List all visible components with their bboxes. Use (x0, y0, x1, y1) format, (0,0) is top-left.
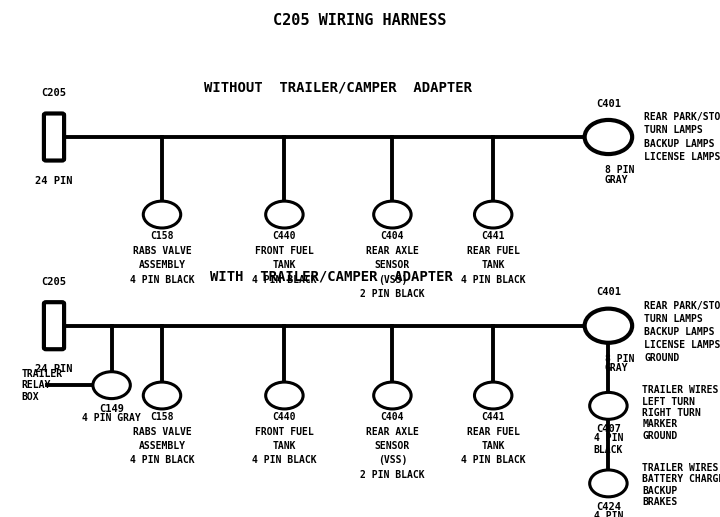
Text: (VSS): (VSS) (378, 455, 407, 465)
Text: 2 PIN BLACK: 2 PIN BLACK (360, 289, 425, 299)
Text: C407: C407 (596, 424, 621, 434)
Text: C401: C401 (596, 99, 621, 109)
Text: C441: C441 (482, 412, 505, 422)
Text: C404: C404 (381, 412, 404, 422)
Text: 4 PIN: 4 PIN (594, 511, 623, 517)
Circle shape (266, 382, 303, 409)
Text: RABS VALVE: RABS VALVE (132, 246, 192, 255)
Text: LICENSE LAMPS: LICENSE LAMPS (644, 340, 720, 351)
Text: REAR AXLE: REAR AXLE (366, 246, 419, 255)
Text: C440: C440 (273, 231, 296, 241)
FancyBboxPatch shape (44, 302, 64, 349)
Text: REAR FUEL: REAR FUEL (467, 246, 520, 255)
Text: GRAY: GRAY (605, 363, 629, 373)
Circle shape (590, 392, 627, 419)
Text: C441: C441 (482, 231, 505, 241)
Circle shape (266, 201, 303, 228)
Text: GROUND: GROUND (642, 431, 678, 441)
Text: TANK: TANK (273, 260, 296, 270)
Text: ASSEMBLY: ASSEMBLY (138, 260, 186, 270)
Text: REAR PARK/STOP: REAR PARK/STOP (644, 112, 720, 123)
Text: 4 PIN GRAY: 4 PIN GRAY (82, 413, 141, 423)
Text: C401: C401 (596, 287, 621, 297)
Text: BACKUP: BACKUP (642, 485, 678, 496)
Text: SENSOR: SENSOR (375, 441, 410, 451)
Text: 4 PIN BLACK: 4 PIN BLACK (130, 275, 194, 284)
Text: RIGHT TURN: RIGHT TURN (642, 408, 701, 418)
Text: C205: C205 (42, 88, 66, 98)
Text: WITH  TRAILER/CAMPER  ADAPTER: WITH TRAILER/CAMPER ADAPTER (210, 269, 453, 284)
Circle shape (590, 470, 627, 497)
Text: 2 PIN BLACK: 2 PIN BLACK (360, 470, 425, 480)
Text: C205: C205 (42, 277, 66, 287)
Text: 4 PIN BLACK: 4 PIN BLACK (461, 275, 526, 284)
Text: C404: C404 (381, 231, 404, 241)
Circle shape (474, 201, 512, 228)
Text: WITHOUT  TRAILER/CAMPER  ADAPTER: WITHOUT TRAILER/CAMPER ADAPTER (204, 81, 472, 95)
Text: TRAILER WIRES: TRAILER WIRES (642, 463, 719, 473)
Text: REAR AXLE: REAR AXLE (366, 427, 419, 436)
Text: BACKUP LAMPS: BACKUP LAMPS (644, 139, 715, 149)
Text: REAR PARK/STOP: REAR PARK/STOP (644, 301, 720, 311)
Text: C205 WIRING HARNESS: C205 WIRING HARNESS (274, 13, 446, 28)
Text: 24 PIN: 24 PIN (35, 364, 73, 374)
Text: GRAY: GRAY (605, 175, 629, 185)
Text: C424: C424 (596, 502, 621, 512)
Text: 24 PIN: 24 PIN (35, 176, 73, 186)
Text: C149: C149 (99, 404, 124, 414)
Text: TANK: TANK (273, 441, 296, 451)
Text: FRONT FUEL: FRONT FUEL (255, 427, 314, 436)
Text: 4 PIN BLACK: 4 PIN BLACK (252, 275, 317, 284)
FancyBboxPatch shape (44, 114, 64, 160)
Text: C158: C158 (150, 412, 174, 422)
Text: MARKER: MARKER (642, 419, 678, 430)
Text: TRAILER WIRES: TRAILER WIRES (642, 385, 719, 396)
Text: RABS VALVE: RABS VALVE (132, 427, 192, 436)
Text: REAR FUEL: REAR FUEL (467, 427, 520, 436)
Text: BLACK: BLACK (594, 445, 623, 454)
Text: TURN LAMPS: TURN LAMPS (644, 125, 703, 135)
Text: LICENSE LAMPS: LICENSE LAMPS (644, 151, 720, 162)
Text: SENSOR: SENSOR (375, 260, 410, 270)
Text: BRAKES: BRAKES (642, 497, 678, 507)
Text: (VSS): (VSS) (378, 275, 407, 284)
Text: 4 PIN BLACK: 4 PIN BLACK (252, 455, 317, 465)
Circle shape (143, 201, 181, 228)
Circle shape (374, 382, 411, 409)
Circle shape (143, 382, 181, 409)
Text: FRONT FUEL: FRONT FUEL (255, 246, 314, 255)
Text: 8 PIN: 8 PIN (605, 165, 634, 175)
Text: 4 PIN: 4 PIN (594, 433, 623, 443)
Text: BATTERY CHARGE: BATTERY CHARGE (642, 474, 720, 484)
Text: TANK: TANK (482, 260, 505, 270)
Text: GROUND: GROUND (644, 353, 680, 363)
Text: ASSEMBLY: ASSEMBLY (138, 441, 186, 451)
Text: C158: C158 (150, 231, 174, 241)
Circle shape (585, 120, 632, 154)
Text: 4 PIN BLACK: 4 PIN BLACK (461, 455, 526, 465)
Circle shape (474, 382, 512, 409)
Text: LEFT TURN: LEFT TURN (642, 397, 695, 407)
Text: 8 PIN: 8 PIN (605, 354, 634, 364)
Text: 4 PIN BLACK: 4 PIN BLACK (130, 455, 194, 465)
Text: TURN LAMPS: TURN LAMPS (644, 314, 703, 324)
Text: TRAILER
RELAY
BOX: TRAILER RELAY BOX (22, 369, 63, 402)
Text: C440: C440 (273, 412, 296, 422)
Text: TANK: TANK (482, 441, 505, 451)
Circle shape (585, 309, 632, 343)
Circle shape (374, 201, 411, 228)
Circle shape (93, 372, 130, 399)
Text: BACKUP LAMPS: BACKUP LAMPS (644, 327, 715, 338)
